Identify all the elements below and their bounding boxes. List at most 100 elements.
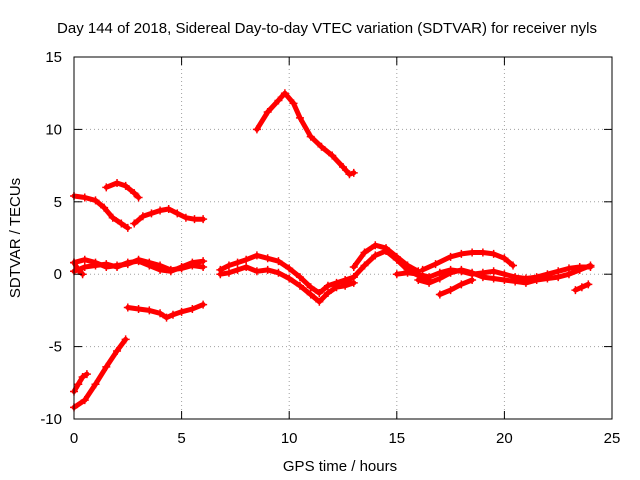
data-point: [392, 255, 401, 264]
series-arc-a: [70, 335, 130, 412]
data-point: [575, 265, 584, 274]
data-point: [166, 267, 175, 276]
data-point: [295, 281, 304, 290]
data-point: [91, 196, 100, 205]
data-point: [123, 303, 132, 312]
data-point: [177, 307, 186, 316]
series-arc-o: [418, 248, 518, 274]
data-point: [306, 132, 315, 141]
y-tick-label: -10: [40, 411, 62, 428]
y-tick-label: 10: [45, 121, 62, 138]
y-axis-label: SDTVAR / TECUs: [7, 178, 24, 298]
data-point: [252, 267, 261, 276]
data-point: [121, 335, 130, 344]
data-point: [280, 89, 289, 98]
data-point: [289, 99, 298, 108]
data-point: [113, 346, 122, 355]
data-point: [123, 223, 132, 232]
series-arc-g: [70, 257, 208, 276]
data-point: [521, 278, 530, 287]
series-arc-s: [571, 280, 593, 295]
grid-lines: [74, 57, 612, 419]
data-point: [168, 310, 177, 319]
data-point: [123, 258, 132, 267]
data-point: [263, 108, 272, 117]
data-point: [233, 265, 242, 274]
data-point: [188, 258, 197, 267]
y-tick-label: -5: [49, 339, 62, 356]
data-point: [468, 248, 477, 257]
data-point: [74, 265, 83, 274]
data-point: [224, 261, 233, 270]
y-tick-labels: -10 -5 0 5 10 15: [40, 49, 62, 428]
x-tick-label: 20: [496, 430, 513, 447]
data-point: [446, 268, 455, 277]
data-point: [173, 209, 182, 218]
series-trace: [254, 90, 357, 177]
data-point: [392, 270, 401, 279]
data-point: [418, 265, 427, 274]
data-point: [339, 163, 347, 172]
data-point: [147, 209, 156, 218]
x-tick-label: 10: [281, 430, 298, 447]
y-tick-label: 15: [45, 49, 62, 66]
data-point: [252, 125, 261, 134]
data-point: [91, 261, 100, 270]
data-point: [478, 273, 487, 282]
data-point: [80, 193, 89, 202]
series-arc-j: [252, 89, 358, 179]
series-arc-b: [70, 370, 91, 396]
data-point: [554, 273, 563, 282]
data-point: [403, 268, 412, 277]
series-arc-l: [216, 262, 358, 306]
data-point: [306, 283, 315, 292]
series-arc-r: [435, 275, 477, 299]
data-point: [339, 278, 347, 287]
data-point: [145, 261, 154, 270]
data-point: [188, 304, 197, 313]
data-point: [113, 262, 122, 271]
data-point: [435, 274, 444, 283]
data-series: [70, 89, 595, 412]
x-tick-label: 5: [177, 430, 185, 447]
y-tick-label: 5: [54, 194, 62, 211]
data-point: [156, 265, 165, 274]
data-point: [431, 260, 440, 269]
series-arc-i: [123, 300, 208, 322]
data-point: [371, 251, 380, 260]
data-point: [511, 277, 520, 286]
data-point: [190, 215, 199, 224]
data-point: [317, 142, 326, 151]
data-point: [134, 193, 143, 202]
data-point: [543, 274, 552, 283]
data-point: [457, 265, 466, 274]
data-point: [130, 189, 139, 198]
series-arc-d: [102, 178, 143, 202]
data-point: [199, 300, 208, 309]
data-point: [156, 309, 165, 318]
data-point: [323, 289, 332, 298]
data-point: [121, 181, 130, 190]
data-point: [371, 241, 380, 250]
data-point: [138, 212, 147, 221]
data-point: [108, 213, 117, 222]
data-point: [349, 168, 358, 177]
data-point: [315, 297, 324, 306]
data-point: [134, 257, 143, 266]
data-point: [532, 275, 541, 284]
data-point: [145, 306, 154, 315]
data-point: [102, 362, 111, 371]
chart-title: Day 144 of 2018, Sidereal Day-to-day VTE…: [57, 20, 597, 37]
data-point: [91, 380, 100, 389]
data-point: [306, 290, 315, 299]
x-tick-label: 25: [604, 430, 621, 447]
x-tick-labels: 0 5 10 15 20 25: [70, 430, 621, 447]
data-point: [295, 113, 304, 122]
data-point: [323, 281, 332, 290]
data-point: [509, 261, 518, 270]
data-point: [199, 215, 208, 224]
data-point: [224, 268, 233, 277]
data-point: [577, 283, 586, 292]
